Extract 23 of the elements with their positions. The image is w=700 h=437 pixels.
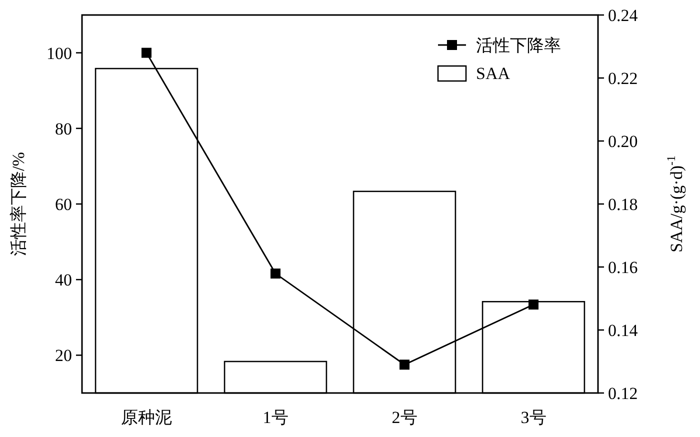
- x-tick-label: 原种泥: [121, 408, 172, 427]
- point: [270, 268, 280, 279]
- legend-label: SAA: [476, 64, 511, 83]
- y2-tick-label: 0.22: [608, 69, 638, 88]
- y2-tick-label: 0.14: [608, 321, 638, 340]
- y-tick-label: 80: [55, 119, 72, 138]
- x-tick-label: 2号: [392, 408, 418, 427]
- y-tick-label: 40: [55, 270, 72, 290]
- y-tick-label: 60: [55, 195, 72, 214]
- y-tick-label: 100: [46, 44, 72, 63]
- point: [528, 300, 538, 310]
- y2-tick-label: 0.18: [608, 195, 638, 214]
- x-tick-label: 1号: [262, 408, 288, 427]
- y-axis-title: 活性率下降/%: [9, 152, 28, 256]
- x-tick-label: 3号: [520, 408, 546, 427]
- y2-tick-label: 0.16: [608, 258, 638, 277]
- y2-tick-label: 0.24: [608, 6, 638, 25]
- point: [142, 48, 152, 58]
- legend-label: 活性下降率: [476, 36, 561, 55]
- y2-tick-label: 0.12: [608, 384, 638, 403]
- y-tick-label: 20: [55, 346, 72, 366]
- y2-tick-label: 0.20: [608, 132, 638, 151]
- point: [400, 360, 410, 370]
